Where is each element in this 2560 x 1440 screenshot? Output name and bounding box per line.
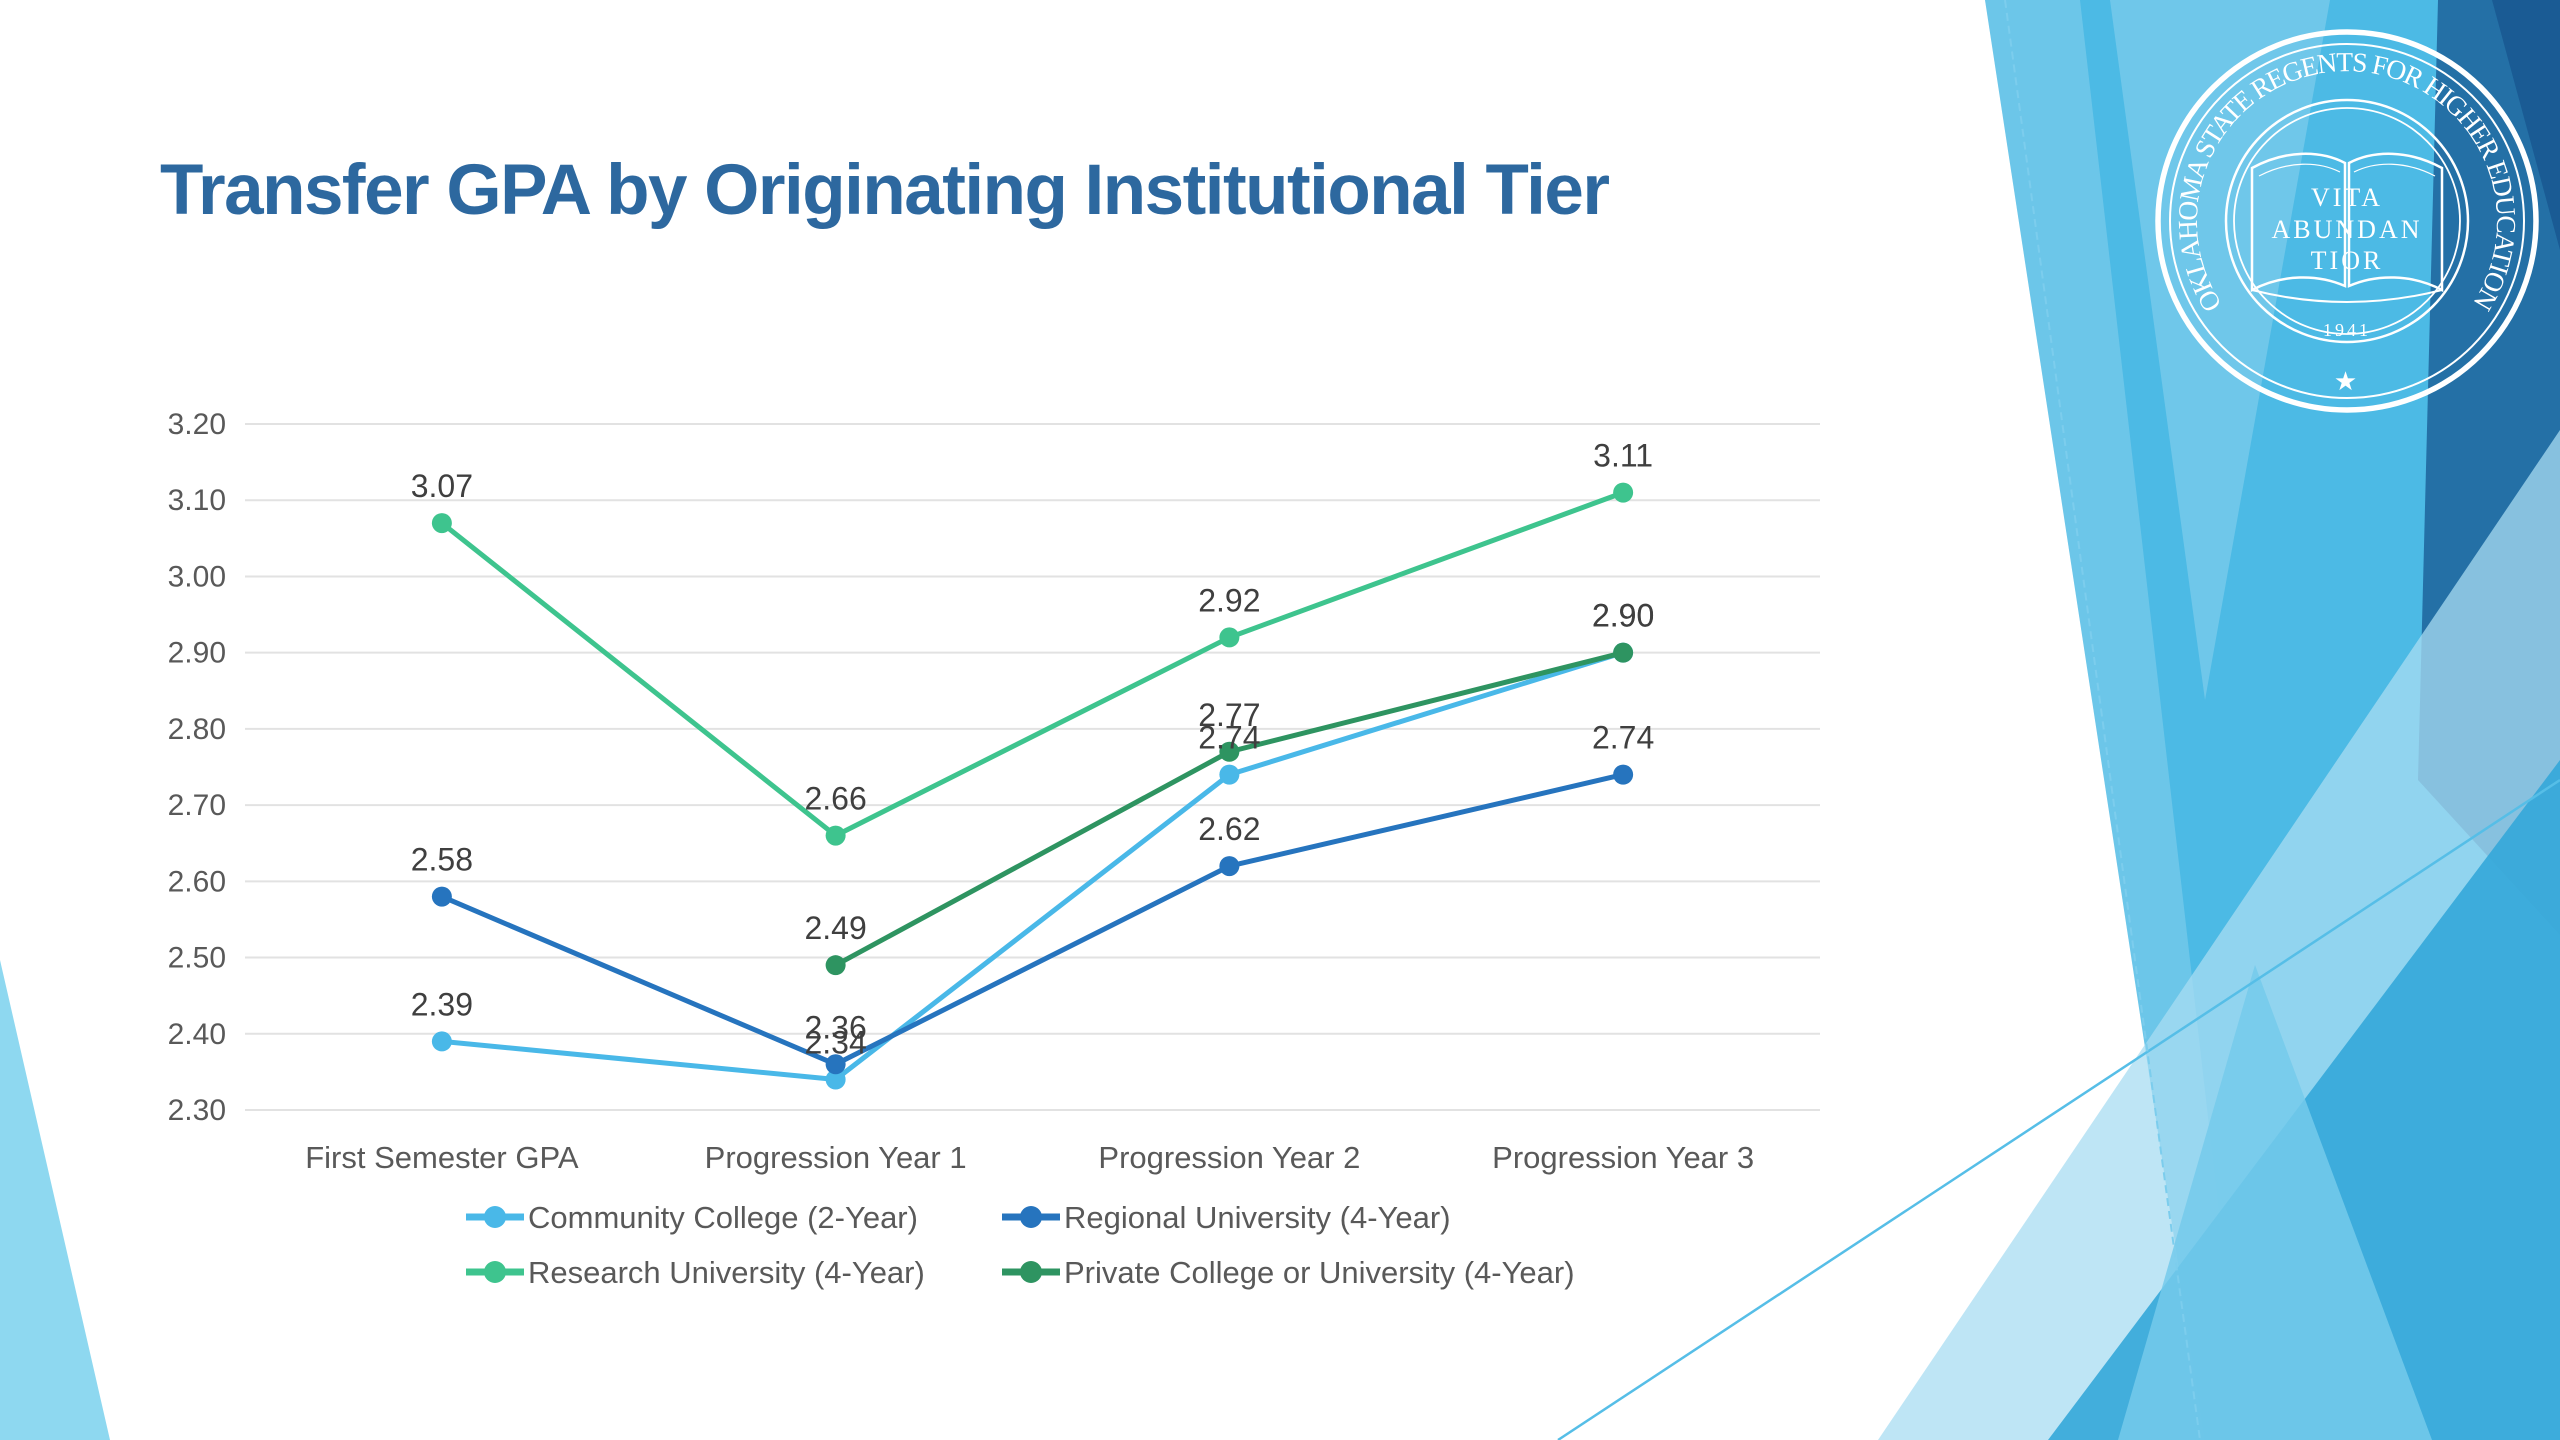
data-label-regional-university-4-year: 2.36 — [804, 1009, 866, 1045]
y-axis-tick-label: 2.60 — [168, 865, 226, 898]
seal-book-right-page-line — [2353, 163, 2436, 177]
y-axis-tick-label: 2.40 — [168, 1018, 226, 1051]
legend-label-regional-university-4-year: Regional University (4-Year) — [1064, 1200, 1451, 1235]
y-axis-tick-label: 3.20 — [168, 408, 226, 441]
data-label-regional-university-4-year: 2.62 — [1198, 811, 1260, 847]
legend-marker-research-university-4-year — [484, 1261, 506, 1283]
deco-left-wedge — [0, 960, 110, 1440]
x-axis-label: Progression Year 2 — [1098, 1140, 1360, 1175]
data-point-regional-university-4-year — [825, 1054, 846, 1075]
data-point-research-university-4-year — [1219, 627, 1240, 648]
data-label-community-college-2-year: 2.90 — [1592, 598, 1654, 634]
deco-thin-line — [1557, 778, 2560, 1440]
legend-marker-private-college-or-university-4-year — [1020, 1261, 1042, 1283]
data-label-private-college-or-university-4-year: 2.90 — [1592, 598, 1654, 634]
data-point-private-college-or-university-4-year — [825, 955, 846, 976]
legend-label-research-university-4-year: Research University (4-Year) — [528, 1255, 925, 1290]
data-point-private-college-or-university-4-year — [1219, 741, 1240, 762]
data-label-private-college-or-university-4-year: 2.77 — [1198, 697, 1260, 733]
deco-navy-corner — [2492, 0, 2560, 250]
y-axis-tick-label: 2.30 — [168, 1094, 226, 1127]
legend-marker-regional-university-4-year — [1020, 1206, 1042, 1228]
data-label-research-university-4-year: 3.07 — [411, 468, 473, 504]
data-label-regional-university-4-year: 2.58 — [411, 842, 473, 878]
y-axis-tick-label: 3.00 — [168, 560, 226, 593]
y-axis-tick-label: 2.50 — [168, 942, 226, 975]
legend-label-community-college-2-year: Community College (2-Year) — [528, 1200, 918, 1235]
series-line-regional-university-4-year — [439, 772, 1626, 1067]
data-point-private-college-or-university-4-year — [1613, 642, 1634, 663]
seal-outer-ring — [2155, 29, 2539, 413]
seal-star-icon: ★ — [2334, 367, 2360, 396]
seal-inner-ring-inner-line — [2233, 107, 2461, 335]
deco-dashed-line — [2004, 0, 2201, 1440]
data-point-research-university-4-year — [825, 825, 846, 846]
data-label-regional-university-4-year: 2.74 — [1592, 720, 1654, 756]
data-point-community-college-2-year — [825, 1069, 846, 1090]
deco-fan-light — [2118, 965, 2432, 1440]
data-point-regional-university-4-year — [431, 886, 452, 907]
data-label-community-college-2-year: 2.39 — [411, 986, 473, 1022]
data-point-regional-university-4-year — [1219, 856, 1240, 877]
data-point-community-college-2-year — [1219, 764, 1240, 785]
seal-book-left-page — [2250, 152, 2347, 293]
slide-title: Transfer GPA by Originating Institutiona… — [160, 151, 1610, 230]
data-label-research-university-4-year: 2.92 — [1198, 582, 1260, 618]
data-label-private-college-or-university-4-year: 2.49 — [804, 910, 866, 946]
data-point-regional-university-4-year — [1613, 764, 1634, 785]
y-axis-tick-label: 2.70 — [168, 789, 226, 822]
x-axis-label: Progression Year 1 — [705, 1140, 967, 1175]
seal-inner-ring — [2224, 98, 2470, 344]
seal-outer-ring-inner-line — [2169, 43, 2525, 399]
legend-marker-community-college-2-year — [484, 1206, 506, 1228]
seal-book-base — [2251, 289, 2443, 303]
series-line-community-college-2-year — [439, 650, 1626, 1083]
seal-year: 1941 — [2323, 320, 2371, 340]
data-label-community-college-2-year: 2.74 — [1198, 720, 1260, 756]
seal-book-left-page-line — [2258, 163, 2341, 177]
seal-motto-line-2: ABUNDAN — [2272, 215, 2423, 244]
seal-motto-line-1: VITA — [2311, 183, 2383, 212]
seal-motto-line-3: TIOR — [2311, 246, 2384, 275]
data-point-research-university-4-year — [431, 513, 452, 534]
y-axis-tick-label: 2.90 — [168, 637, 226, 670]
data-point-community-college-2-year — [431, 1031, 452, 1052]
series-line-research-university-4-year — [439, 490, 1626, 839]
x-axis-label: Progression Year 3 — [1492, 1140, 1754, 1175]
data-label-research-university-4-year: 3.11 — [1593, 438, 1653, 474]
y-axis-tick-label: 3.10 — [168, 484, 226, 517]
legend-label-private-college-or-university-4-year: Private College or University (4-Year) — [1064, 1255, 1575, 1290]
y-axis-tick-label: 2.80 — [168, 713, 226, 746]
x-axis-label: First Semester GPA — [305, 1140, 579, 1175]
data-label-research-university-4-year: 2.66 — [804, 781, 866, 817]
seal-book-right-page — [2347, 152, 2444, 293]
data-label-community-college-2-year: 2.34 — [804, 1025, 866, 1061]
data-point-research-university-4-year — [1613, 482, 1634, 503]
